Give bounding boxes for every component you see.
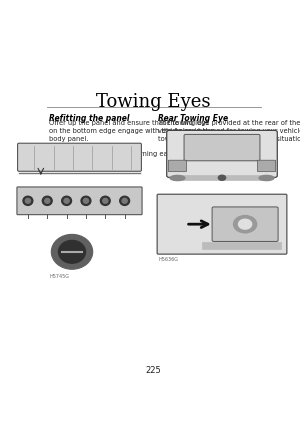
Circle shape bbox=[64, 198, 69, 203]
Bar bbox=[176, 175, 268, 180]
Circle shape bbox=[25, 198, 31, 203]
FancyBboxPatch shape bbox=[157, 194, 287, 254]
Text: H5745G: H5745G bbox=[49, 274, 69, 279]
Bar bbox=[202, 242, 281, 249]
FancyBboxPatch shape bbox=[17, 187, 142, 215]
Circle shape bbox=[81, 196, 91, 205]
Circle shape bbox=[238, 219, 252, 229]
FancyBboxPatch shape bbox=[167, 130, 277, 177]
Circle shape bbox=[100, 196, 110, 205]
Circle shape bbox=[120, 196, 130, 205]
Text: The towing eye provided at the rear of the
vehicle can be used for towing your v: The towing eye provided at the rear of t… bbox=[158, 120, 300, 142]
Circle shape bbox=[42, 196, 52, 205]
Circle shape bbox=[62, 196, 71, 205]
FancyBboxPatch shape bbox=[257, 160, 276, 172]
Circle shape bbox=[83, 198, 88, 203]
FancyBboxPatch shape bbox=[212, 207, 278, 241]
Text: 225: 225 bbox=[146, 366, 162, 374]
Text: Rear Towing Eye: Rear Towing Eye bbox=[158, 114, 229, 123]
FancyBboxPatch shape bbox=[168, 160, 187, 172]
Text: Towing Eyes: Towing Eyes bbox=[97, 93, 211, 111]
Text: Offer up the panel and ensure that the two lugs
on the bottom edge engage with t: Offer up the panel and ensure that the t… bbox=[49, 120, 214, 166]
Ellipse shape bbox=[259, 176, 274, 181]
Text: Refitting the panel: Refitting the panel bbox=[49, 114, 130, 123]
FancyBboxPatch shape bbox=[18, 143, 141, 171]
Circle shape bbox=[103, 198, 108, 203]
Circle shape bbox=[51, 234, 93, 269]
Text: H5636G: H5636G bbox=[158, 257, 178, 261]
Circle shape bbox=[45, 198, 50, 203]
Circle shape bbox=[58, 241, 85, 263]
Circle shape bbox=[218, 175, 226, 180]
Circle shape bbox=[23, 196, 33, 205]
Circle shape bbox=[234, 215, 257, 233]
Ellipse shape bbox=[170, 176, 185, 181]
FancyBboxPatch shape bbox=[184, 134, 260, 161]
Circle shape bbox=[122, 198, 127, 203]
